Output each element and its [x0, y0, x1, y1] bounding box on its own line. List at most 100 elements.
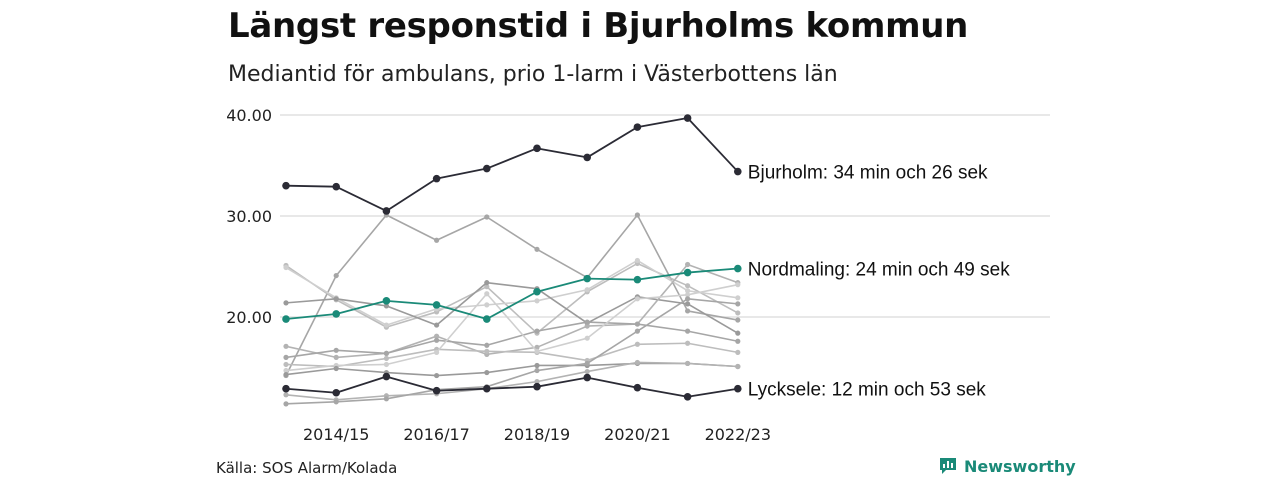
- data-point: [434, 333, 440, 339]
- data-point: [685, 301, 691, 307]
- data-point: [634, 341, 641, 347]
- y-tick-label: 40.00: [226, 106, 272, 125]
- data-point: [383, 303, 389, 309]
- data-point: [382, 207, 391, 215]
- data-point: [634, 257, 641, 264]
- data-point: [685, 288, 691, 294]
- x-axis-labels: 2014/15 2016/17 2018/19 2020/21 2022/23: [303, 425, 771, 444]
- highlight-series: [282, 114, 742, 401]
- y-tick-label: 30.00: [226, 207, 272, 226]
- series-background: [283, 359, 741, 403]
- data-point: [534, 328, 540, 334]
- data-point: [533, 287, 541, 296]
- data-point: [484, 280, 490, 286]
- data-point: [283, 300, 289, 306]
- data-point: [534, 379, 540, 385]
- data-point: [685, 292, 691, 298]
- data-point: [483, 384, 491, 393]
- data-point: [484, 214, 490, 220]
- data-point: [333, 272, 339, 279]
- data-point: [283, 392, 289, 398]
- data-point: [484, 291, 490, 297]
- data-point: [584, 319, 590, 325]
- data-point: [683, 268, 692, 277]
- data-point: [282, 384, 290, 393]
- data-point: [683, 114, 692, 122]
- data-point: [683, 392, 692, 401]
- data-point: [484, 284, 490, 290]
- data-point: [685, 283, 691, 289]
- data-point: [333, 296, 339, 302]
- data-point: [734, 384, 742, 393]
- series-background: [283, 260, 741, 336]
- data-point: [534, 348, 540, 354]
- data-point: [534, 362, 540, 369]
- data-point: [484, 302, 490, 308]
- data-point: [685, 308, 691, 314]
- data-point: [534, 367, 540, 374]
- series-background: [283, 296, 741, 407]
- series-end-label: Nordmaling: 24 min och 49 sek: [748, 260, 1010, 281]
- data-point: [583, 153, 591, 162]
- data-point: [333, 365, 339, 372]
- data-point: [534, 344, 540, 350]
- brand[interactable]: Newsworthy: [938, 456, 1076, 476]
- data-point: [383, 322, 389, 328]
- series-bjurholm: [282, 114, 742, 215]
- data-point: [283, 343, 289, 349]
- data-point: [434, 237, 440, 243]
- data-point: [735, 338, 741, 344]
- data-point: [685, 360, 691, 367]
- data-point: [333, 399, 339, 405]
- series-line: [285, 298, 738, 405]
- data-point: [633, 123, 642, 131]
- data-point: [583, 373, 591, 382]
- data-point: [484, 348, 490, 354]
- data-point: [383, 396, 389, 402]
- data-point: [634, 212, 641, 218]
- x-tick-label: 2018/19: [504, 425, 570, 444]
- series-lycksele: [282, 372, 742, 401]
- data-point: [333, 347, 339, 353]
- data-point: [634, 359, 641, 366]
- end-labels: Bjurholm: 34 min och 26 sek Nordmaling: 2…: [748, 163, 1010, 401]
- data-point: [483, 164, 491, 173]
- data-point: [583, 274, 591, 283]
- data-point: [483, 315, 491, 323]
- data-point: [584, 287, 590, 293]
- data-point: [484, 369, 490, 376]
- brand-name: Newsworthy: [964, 456, 1076, 476]
- series-line: [285, 262, 739, 334]
- series-line: [285, 321, 738, 359]
- data-point: [735, 295, 741, 301]
- series-end-label: Bjurholm: 34 min och 26 sek: [748, 163, 988, 184]
- data-point: [282, 181, 290, 190]
- data-point: [432, 301, 441, 309]
- data-point: [432, 174, 441, 183]
- data-point: [634, 296, 641, 302]
- data-point: [633, 275, 642, 284]
- data-point: [534, 298, 540, 304]
- x-tick-label: 2016/17: [403, 425, 469, 444]
- data-point: [383, 350, 389, 356]
- data-point: [734, 167, 742, 176]
- data-point: [434, 337, 440, 343]
- background-series: [283, 212, 741, 407]
- x-tick-label: 2022/23: [705, 425, 771, 444]
- data-point: [383, 355, 389, 362]
- x-tick-label: 2014/15: [303, 425, 369, 444]
- series-line: [285, 283, 738, 372]
- data-point: [282, 315, 290, 323]
- series-line: [285, 117, 739, 212]
- data-point: [434, 322, 440, 328]
- series-nordmaling: [282, 264, 742, 323]
- data-point: [333, 354, 339, 360]
- series-background: [283, 319, 741, 360]
- data-point: [283, 367, 289, 374]
- data-point: [735, 301, 741, 307]
- data-point: [434, 372, 440, 379]
- data-point: [283, 371, 289, 378]
- chart-subtitle: Mediantid för ambulans, prio 1-larm i Vä…: [228, 62, 838, 87]
- data-point: [734, 264, 742, 273]
